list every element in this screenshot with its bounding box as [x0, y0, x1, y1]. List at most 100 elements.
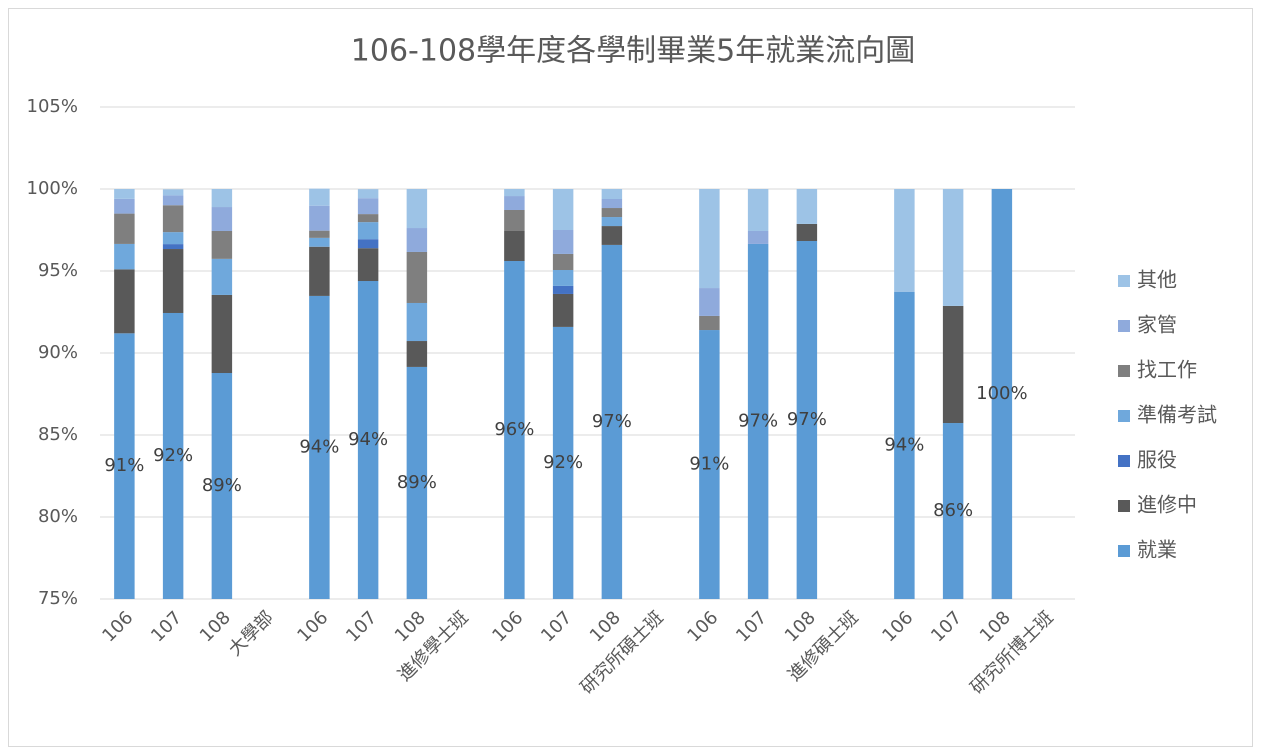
bar-segment	[504, 260, 525, 599]
bar-segment	[114, 198, 135, 214]
bar-segment	[357, 248, 379, 282]
legend-swatch	[1118, 275, 1130, 287]
y-tick-label: 95%	[38, 260, 78, 281]
bar-segment	[601, 199, 623, 209]
bar-segment	[162, 232, 184, 245]
bar-segment	[699, 189, 720, 289]
bar-segment	[991, 189, 1013, 599]
bar-segment	[406, 189, 428, 229]
y-tick-label: 75%	[38, 588, 78, 609]
data-label: 97%	[787, 409, 827, 430]
bar-segment	[211, 230, 233, 259]
bar-segment	[357, 281, 379, 599]
bar-segment	[162, 189, 184, 196]
bar-segment	[162, 244, 184, 250]
bar-segment	[211, 258, 233, 295]
bar-segment	[601, 217, 623, 227]
legend-label: 找工作	[1137, 358, 1197, 382]
legend-swatch	[1118, 365, 1130, 377]
bar-segment	[552, 253, 574, 271]
data-label: 89%	[202, 475, 242, 496]
data-label: 92%	[543, 452, 583, 473]
bar-segment	[942, 189, 964, 306]
y-tick-label: 80%	[38, 506, 78, 527]
bar-segment	[114, 269, 135, 334]
bar-segment	[894, 291, 915, 599]
bar-segment	[309, 188, 330, 206]
data-label: 89%	[397, 472, 437, 493]
bar-segment	[162, 195, 184, 206]
bar-segment	[162, 249, 184, 313]
data-label: 97%	[738, 410, 778, 431]
bar-segment	[162, 312, 184, 599]
bar-segment	[504, 209, 525, 231]
bar-segment	[211, 373, 233, 599]
bar-segment	[942, 423, 964, 599]
bar-segment	[162, 205, 184, 233]
bar-segment	[406, 228, 428, 252]
bar-segment	[601, 226, 623, 245]
legend-label: 家管	[1137, 313, 1177, 337]
bar-segment	[796, 240, 818, 599]
bar-segment	[552, 285, 574, 294]
bar-segment	[601, 244, 623, 599]
bar-segment	[552, 230, 574, 254]
bar-segment	[504, 189, 525, 197]
bar-segment	[552, 326, 574, 599]
bar-segment	[699, 330, 720, 599]
bar-segment	[114, 333, 135, 599]
bar-segment	[309, 246, 330, 296]
bar-segment	[747, 243, 769, 599]
data-label: 94%	[299, 436, 339, 457]
bar-segment	[406, 341, 428, 367]
data-label: 92%	[153, 445, 193, 466]
bar-segment	[601, 208, 623, 218]
y-tick-label: 105%	[27, 96, 78, 117]
data-label: 100%	[976, 383, 1027, 404]
data-label: 96%	[494, 419, 534, 440]
bar-segment	[406, 366, 428, 599]
bar-segment	[796, 223, 818, 241]
y-tick-label: 85%	[38, 424, 78, 445]
legend-label: 服役	[1137, 448, 1177, 472]
bar-segment	[309, 237, 330, 247]
bar-segment	[552, 293, 574, 327]
legend-label: 準備考試	[1137, 403, 1217, 427]
data-label: 91%	[104, 455, 144, 476]
bar-segment	[894, 189, 915, 292]
bar-segment	[552, 270, 574, 286]
legend-swatch	[1118, 500, 1130, 512]
bar-segment	[357, 198, 379, 215]
bar-segment	[699, 315, 720, 331]
bar-segment	[357, 189, 379, 199]
data-label: 94%	[884, 434, 924, 455]
data-label: 97%	[592, 411, 632, 432]
legend-swatch	[1118, 410, 1130, 422]
y-tick-label: 100%	[27, 178, 78, 199]
bar-segment	[114, 189, 135, 199]
data-label: 86%	[933, 500, 973, 521]
bar-segment	[357, 239, 379, 249]
bar-segment	[504, 196, 525, 210]
bar-segment	[357, 214, 379, 223]
legend-label: 就業	[1137, 538, 1177, 562]
bar-segment	[504, 230, 525, 261]
bar-segment	[406, 302, 428, 342]
bar-segment	[747, 230, 769, 244]
bar-segment	[309, 295, 330, 599]
bar-segment	[552, 189, 574, 230]
data-label: 91%	[689, 454, 729, 475]
bar-segment	[796, 189, 818, 224]
bar-segment	[406, 251, 428, 303]
bar-segment	[211, 294, 233, 374]
bar-segment	[699, 288, 720, 316]
bar-segment	[211, 189, 233, 208]
data-label: 94%	[348, 429, 388, 450]
legend-swatch	[1118, 545, 1130, 557]
chart-title: 106-108學年度各學制畢業5年就業流向圖	[351, 34, 915, 69]
legend-swatch	[1118, 320, 1130, 332]
bar-segment	[942, 305, 964, 424]
bar-segment	[309, 230, 330, 238]
bar-segment	[747, 189, 769, 231]
